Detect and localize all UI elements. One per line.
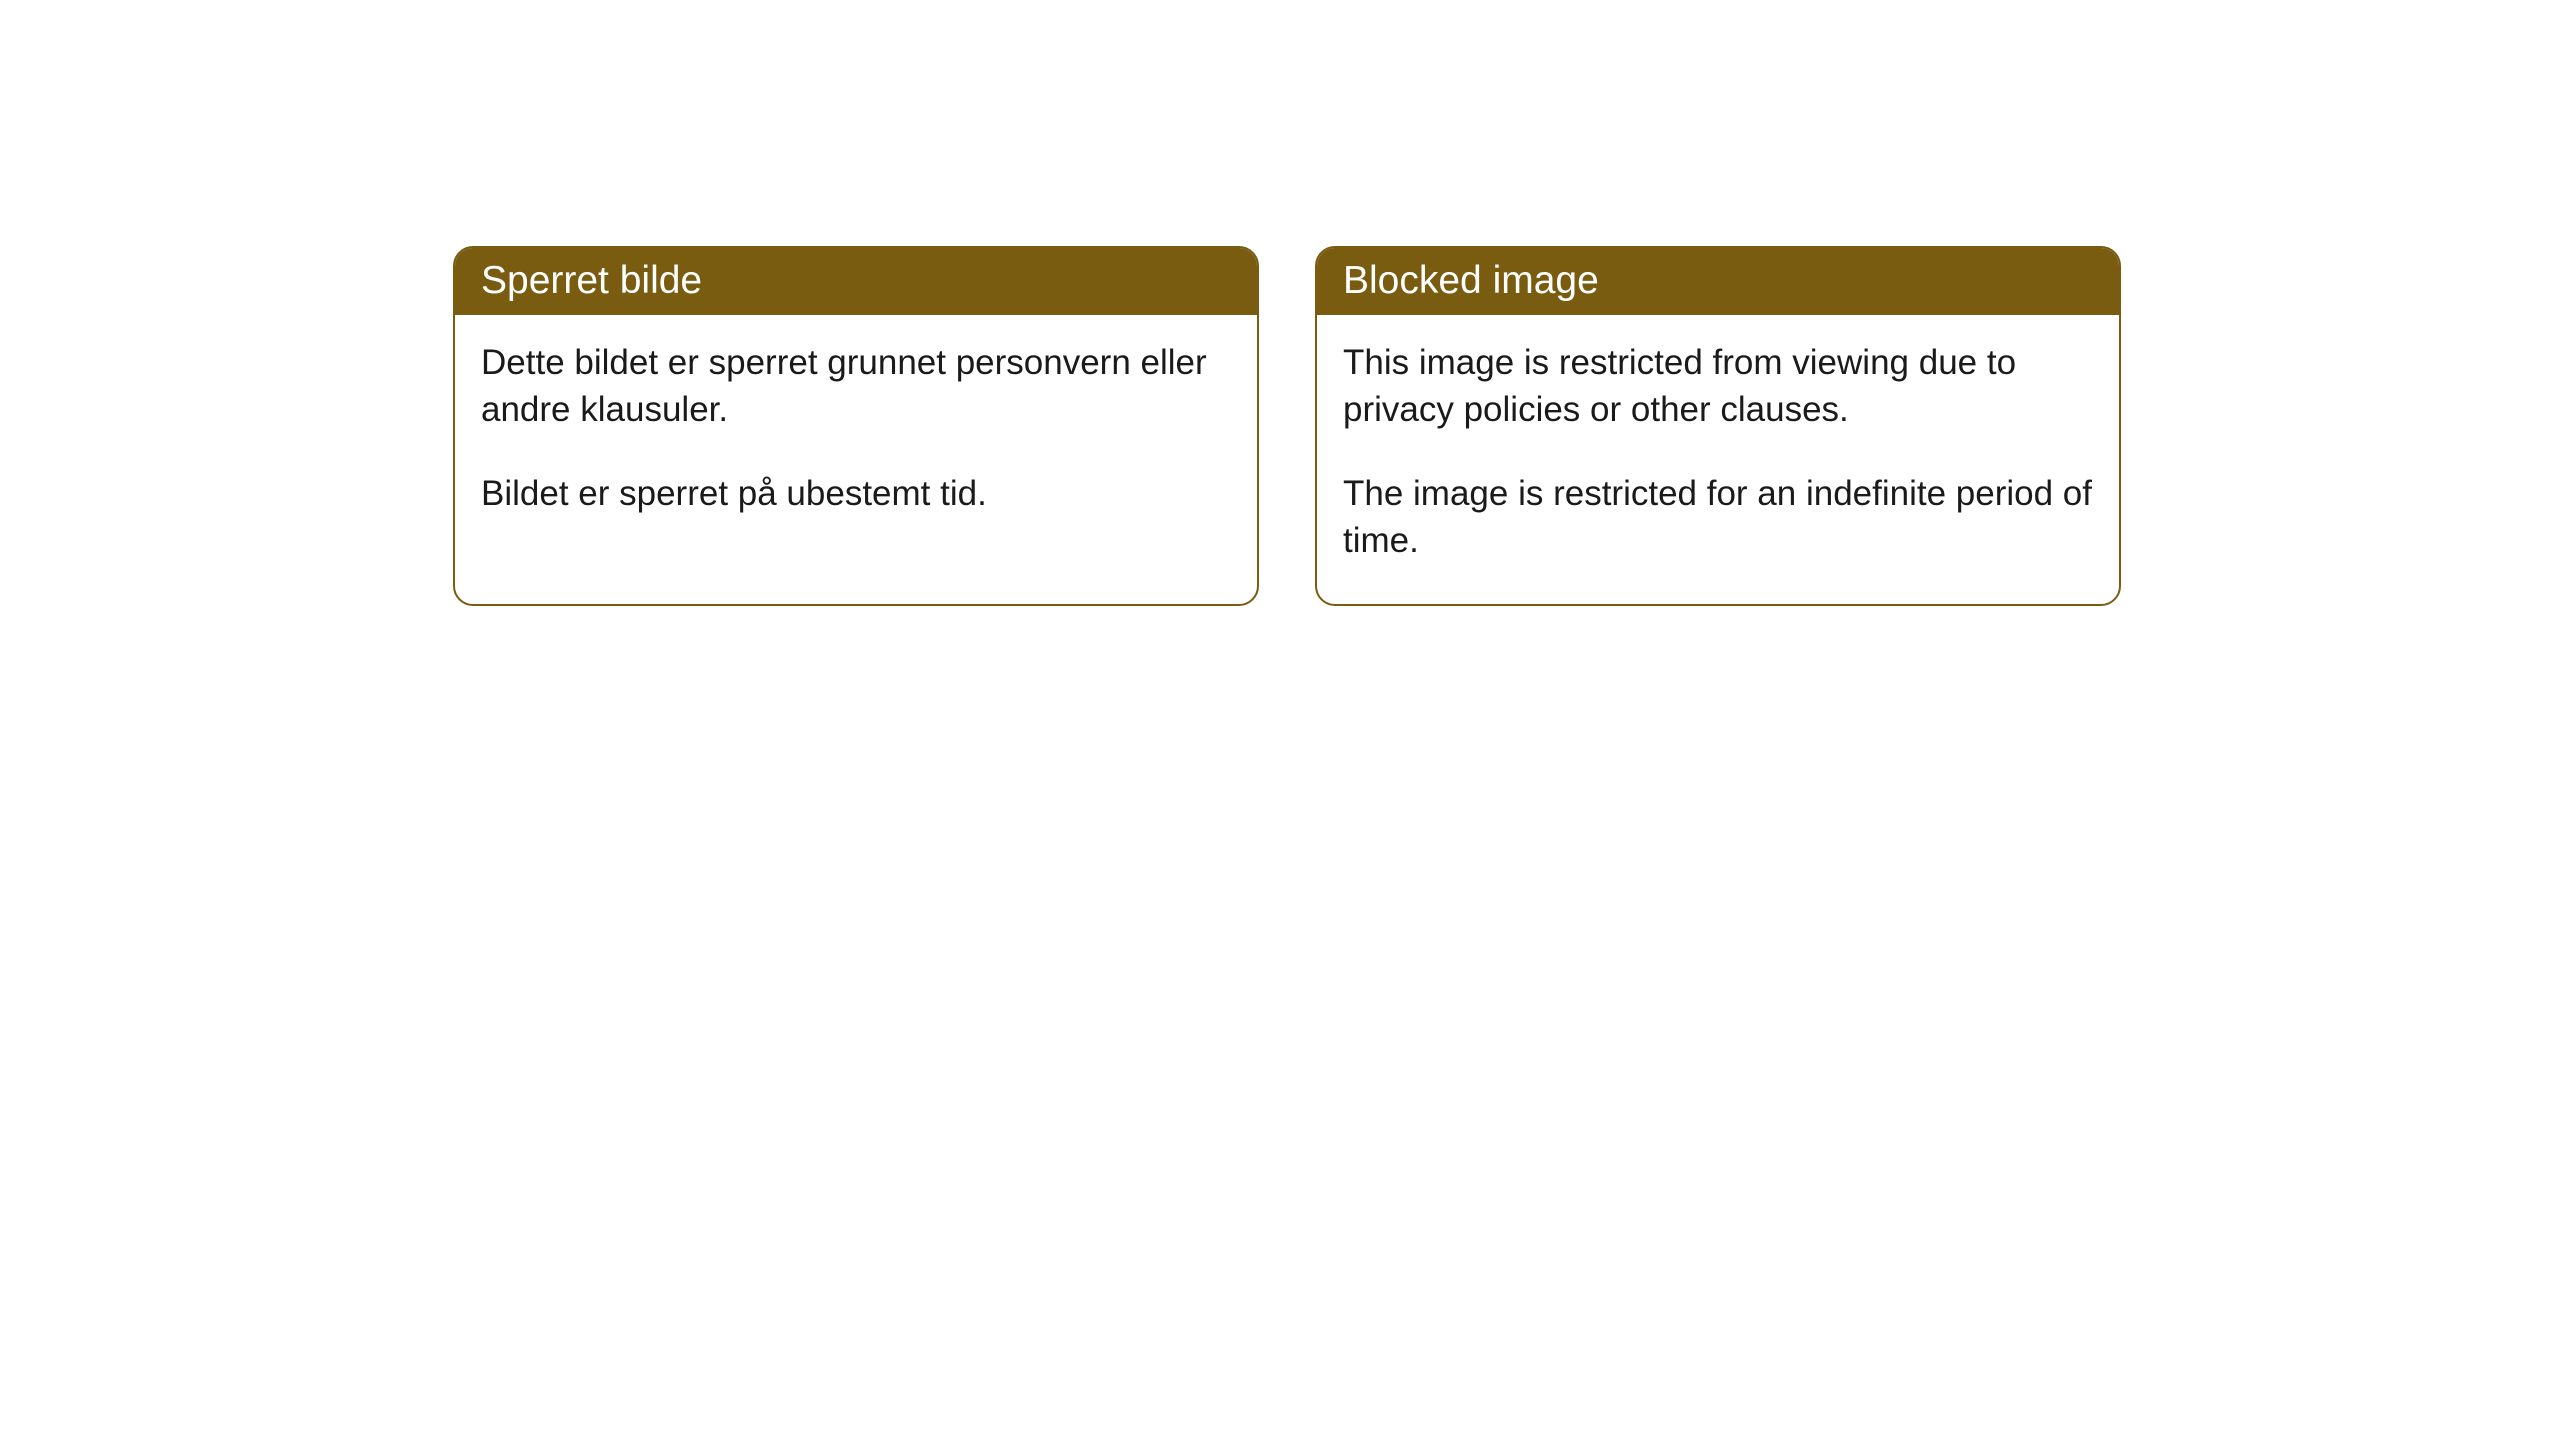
card-header-en: Blocked image <box>1317 248 2119 315</box>
card-para1-en: This image is restricted from viewing du… <box>1343 339 2093 434</box>
blocked-image-card-no: Sperret bilde Dette bildet er sperret gr… <box>453 246 1259 606</box>
cards-container: Sperret bilde Dette bildet er sperret gr… <box>0 0 2560 606</box>
card-body-en: This image is restricted from viewing du… <box>1317 315 2119 604</box>
card-para1-no: Dette bildet er sperret grunnet personve… <box>481 339 1231 434</box>
card-header-no: Sperret bilde <box>455 248 1257 315</box>
card-para2-no: Bildet er sperret på ubestemt tid. <box>481 470 1231 517</box>
card-para2-en: The image is restricted for an indefinit… <box>1343 470 2093 565</box>
blocked-image-card-en: Blocked image This image is restricted f… <box>1315 246 2121 606</box>
card-body-no: Dette bildet er sperret grunnet personve… <box>455 315 1257 557</box>
